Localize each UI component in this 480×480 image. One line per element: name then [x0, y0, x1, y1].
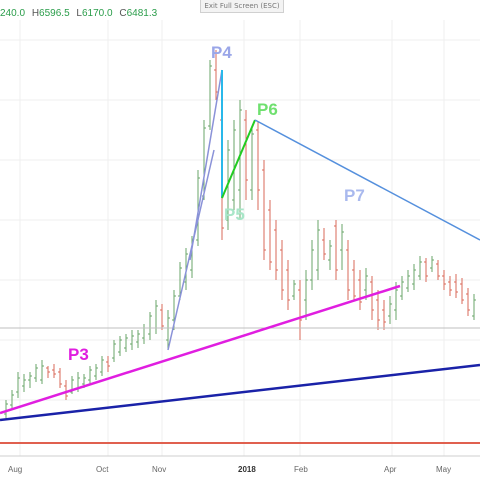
blue-line-p6-p7	[254, 119, 480, 241]
label-p5: P5	[224, 205, 245, 224]
price-bar	[262, 160, 266, 260]
open-value: 240.0	[0, 8, 26, 19]
x-tick-oct: Oct	[96, 465, 109, 474]
price-bar	[58, 368, 62, 388]
price-bar	[298, 280, 302, 340]
price-bar	[286, 260, 290, 310]
point-labels: P3 P4 P5 P6 P7	[68, 43, 365, 364]
x-tick-may: May	[436, 465, 451, 474]
x-tick-apr: Apr	[384, 465, 397, 474]
price-bar	[136, 330, 140, 348]
label-p3: P3	[68, 345, 89, 364]
price-bar	[316, 220, 320, 280]
close-value: 6481.3	[126, 8, 158, 19]
label-p4: P4	[211, 43, 232, 62]
price-bar	[40, 360, 44, 384]
price-bar	[352, 260, 356, 300]
price-bar	[430, 256, 434, 272]
ohlc-readout: 240.0 H6596.5 L6170.0 C6481.3	[0, 8, 157, 19]
price-bar	[466, 288, 470, 316]
price-bar	[88, 366, 92, 384]
price-bar	[238, 100, 242, 220]
x-axis: Aug Oct Nov 2018 Feb Apr May	[0, 455, 480, 474]
price-bar	[256, 122, 260, 210]
price-bar	[22, 374, 26, 392]
close-label: C	[119, 8, 127, 19]
price-bar	[94, 364, 98, 380]
x-tick-aug: Aug	[8, 465, 22, 474]
price-bar	[358, 270, 362, 310]
low-label: L	[76, 8, 82, 19]
price-bar	[232, 120, 236, 210]
price-bar	[376, 290, 380, 330]
price-bar	[292, 280, 296, 300]
grid	[0, 20, 480, 456]
price-bar	[370, 276, 374, 320]
price-bar	[250, 128, 254, 200]
price-bar	[244, 110, 248, 200]
price-bar	[100, 356, 104, 376]
navy-trendline	[0, 363, 480, 422]
price-bar	[118, 336, 122, 356]
price-bar	[346, 240, 350, 300]
price-bar	[388, 296, 392, 324]
price-bar	[454, 274, 458, 298]
price-bar	[28, 372, 32, 388]
price-bar	[280, 240, 284, 300]
price-bar	[472, 294, 476, 320]
magenta-trendline-p3	[0, 284, 401, 415]
price-bar	[166, 310, 170, 350]
price-bar	[400, 276, 404, 300]
exit-fullscreen-button[interactable]: Exit Full Screen (ESC)	[200, 0, 284, 13]
low-value: 6170.0	[81, 8, 113, 19]
price-bar	[124, 334, 128, 352]
high-value: 6596.5	[39, 8, 70, 19]
price-bar	[424, 258, 428, 282]
price-bar	[130, 330, 134, 350]
price-bar	[418, 256, 422, 280]
price-bar	[64, 380, 68, 400]
price-bar	[112, 340, 116, 362]
label-p6: P6	[257, 100, 278, 119]
price-bars	[4, 50, 476, 418]
price-bar	[142, 324, 146, 344]
price-bar	[154, 300, 158, 334]
green-line-p5-p6	[221, 119, 256, 199]
x-tick-nov: Nov	[152, 465, 166, 474]
price-bar	[304, 270, 308, 320]
x-tick-2018: 2018	[238, 465, 256, 474]
price-bar	[16, 372, 20, 398]
trend-lines	[0, 69, 480, 444]
price-bar	[310, 240, 314, 290]
price-bar	[4, 400, 8, 418]
x-tick-feb: Feb	[294, 465, 308, 474]
label-p7: P7	[344, 186, 365, 205]
price-bar	[442, 270, 446, 290]
price-bar	[46, 366, 50, 378]
price-bar	[268, 200, 272, 270]
price-bar	[340, 224, 344, 270]
blue-line-p3-p4b	[189, 69, 223, 261]
price-bar	[382, 300, 386, 330]
price-bar	[10, 390, 14, 410]
price-bar	[436, 260, 440, 280]
price-bar	[334, 220, 338, 280]
price-bar	[322, 228, 326, 260]
price-bar	[34, 364, 38, 382]
price-bar	[460, 278, 464, 304]
price-bar	[328, 240, 332, 270]
price-bar	[208, 60, 212, 130]
price-bar	[412, 264, 416, 290]
high-label: H	[31, 8, 40, 19]
price-bar	[106, 356, 110, 372]
price-bar	[148, 312, 152, 340]
price-bar	[274, 220, 278, 280]
price-bar	[448, 276, 452, 296]
price-bar	[160, 304, 164, 330]
price-bar	[52, 364, 56, 378]
price-bar	[364, 268, 368, 300]
price-bar	[406, 270, 410, 292]
